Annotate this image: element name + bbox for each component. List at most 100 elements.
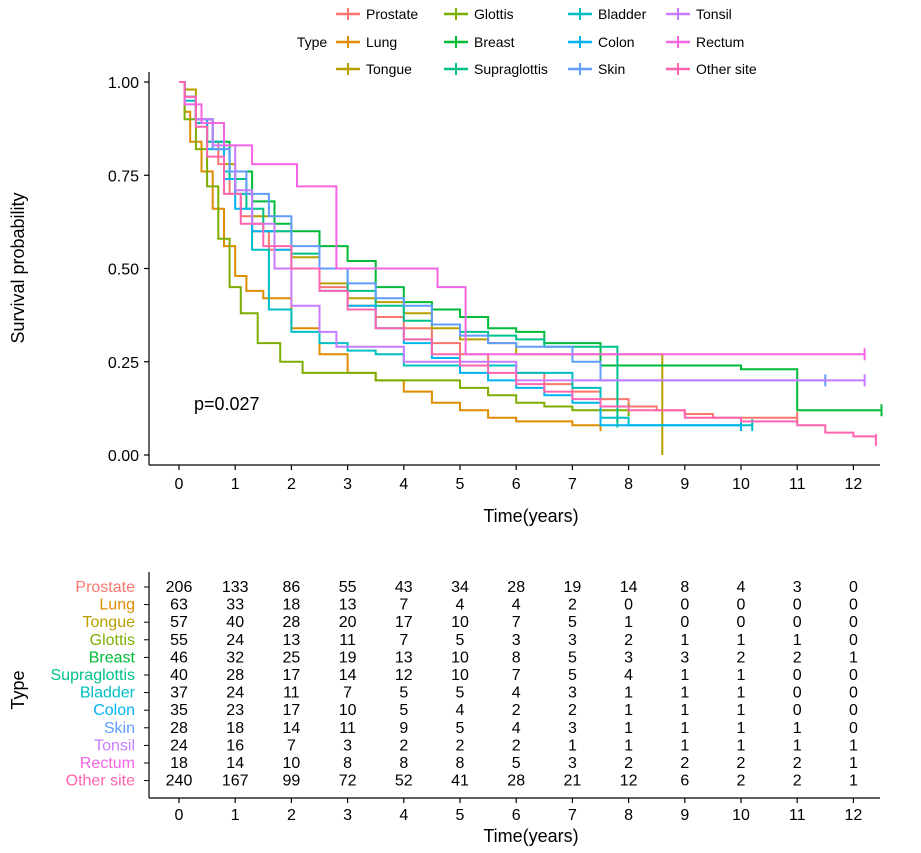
risk-count: 2 bbox=[456, 737, 465, 754]
risk-count: 17 bbox=[395, 614, 413, 631]
risk-x-tick-label: 12 bbox=[845, 807, 863, 824]
risk-count: 8 bbox=[680, 579, 689, 596]
risk-x-tick-label: 10 bbox=[732, 807, 750, 824]
risk-count: 17 bbox=[283, 667, 301, 684]
risk-count: 1 bbox=[793, 720, 802, 737]
risk-row-label: Skin bbox=[104, 720, 135, 737]
risk-x-tick-label: 0 bbox=[175, 807, 184, 824]
risk-count: 12 bbox=[620, 773, 638, 790]
risk-count: 2 bbox=[568, 702, 577, 719]
risk-row-label: Supraglottis bbox=[51, 667, 136, 684]
risk-count: 0 bbox=[849, 614, 858, 631]
x-tick-label: 11 bbox=[789, 476, 806, 493]
risk-count: 0 bbox=[737, 597, 746, 614]
risk-count: 99 bbox=[283, 773, 301, 790]
legend-entry-label: Breast bbox=[474, 34, 515, 50]
x-tick-label: 7 bbox=[568, 476, 577, 493]
risk-count: 20 bbox=[339, 614, 357, 631]
risk-count: 8 bbox=[456, 755, 465, 772]
risk-count: 14 bbox=[226, 755, 244, 772]
risk-count: 33 bbox=[226, 597, 244, 614]
y-tick-label: 0.25 bbox=[108, 355, 139, 372]
x-tick-label: 9 bbox=[680, 476, 689, 493]
legend-entry-label: Supraglottis bbox=[474, 61, 548, 77]
risk-count: 5 bbox=[568, 614, 577, 631]
risk-count: 86 bbox=[283, 579, 301, 596]
legend-entry-label: Tonsil bbox=[696, 6, 732, 22]
risk-count: 11 bbox=[339, 632, 356, 649]
legend-entry-label: Prostate bbox=[366, 6, 418, 22]
risk-count: 14 bbox=[620, 579, 638, 596]
risk-count: 7 bbox=[399, 632, 408, 649]
risk-count: 32 bbox=[226, 649, 244, 666]
risk-count: 4 bbox=[512, 720, 521, 737]
risk-x-tick-label: 11 bbox=[789, 807, 806, 824]
risk-x-tick-label: 4 bbox=[399, 807, 408, 824]
risk-count: 0 bbox=[849, 597, 858, 614]
risk-count: 0 bbox=[793, 667, 802, 684]
risk-count: 10 bbox=[283, 755, 301, 772]
risk-count: 0 bbox=[849, 632, 858, 649]
survival-curve bbox=[179, 81, 865, 382]
y-tick-label: 1.00 bbox=[108, 75, 139, 92]
risk-count: 0 bbox=[793, 685, 802, 702]
risk-x-tick-label: 9 bbox=[680, 807, 689, 824]
risk-count: 28 bbox=[226, 667, 244, 684]
legend-entry-label: Lung bbox=[366, 34, 397, 50]
risk-count: 1 bbox=[849, 737, 858, 754]
x-tick-label: 12 bbox=[845, 476, 863, 493]
risk-count: 23 bbox=[226, 702, 244, 719]
survival-curve bbox=[179, 81, 741, 427]
risk-count: 21 bbox=[564, 773, 582, 790]
risk-count: 34 bbox=[451, 579, 469, 596]
risk-count: 3 bbox=[568, 720, 577, 737]
risk-count: 18 bbox=[226, 720, 244, 737]
risk-row-label: Prostate bbox=[75, 579, 135, 596]
risk-count: 28 bbox=[507, 773, 525, 790]
risk-count: 1 bbox=[624, 614, 633, 631]
legend-entry-label: Skin bbox=[598, 61, 625, 77]
risk-count: 24 bbox=[226, 632, 244, 649]
legend-title: Type bbox=[297, 34, 328, 50]
risk-count: 7 bbox=[399, 597, 408, 614]
risk-count: 5 bbox=[399, 685, 408, 702]
risk-count: 240 bbox=[166, 773, 193, 790]
risk-count: 1 bbox=[737, 737, 746, 754]
risk-x-tick-label: 7 bbox=[568, 807, 577, 824]
survival-curve bbox=[179, 81, 629, 412]
risk-count: 167 bbox=[222, 773, 249, 790]
risk-count: 40 bbox=[226, 614, 244, 631]
risk-row-label: Tongue bbox=[83, 614, 136, 631]
risk-count: 55 bbox=[339, 579, 357, 596]
risk-count: 0 bbox=[680, 597, 689, 614]
risk-count: 0 bbox=[849, 579, 858, 596]
risk-count: 10 bbox=[451, 667, 469, 684]
survival-curve bbox=[179, 81, 619, 422]
risk-count: 3 bbox=[343, 737, 352, 754]
risk-count: 17 bbox=[283, 702, 301, 719]
risk-count: 1 bbox=[624, 720, 633, 737]
y-axis-title: Survival probability bbox=[8, 192, 28, 343]
risk-count: 4 bbox=[624, 667, 633, 684]
risk-count: 3 bbox=[793, 579, 802, 596]
risk-row-label: Colon bbox=[93, 702, 135, 719]
risk-count: 1 bbox=[737, 702, 746, 719]
risk-count: 11 bbox=[339, 720, 356, 737]
risk-count: 1 bbox=[680, 737, 689, 754]
risk-count: 41 bbox=[451, 773, 469, 790]
risk-count: 8 bbox=[512, 649, 521, 666]
risk-x-tick-label: 6 bbox=[512, 807, 521, 824]
risk-count: 9 bbox=[399, 720, 408, 737]
risk-count: 1 bbox=[737, 685, 746, 702]
risk-count: 2 bbox=[624, 632, 633, 649]
x-tick-label: 6 bbox=[512, 476, 521, 493]
risk-count: 1 bbox=[737, 667, 746, 684]
risk-count: 18 bbox=[283, 597, 301, 614]
risk-count: 18 bbox=[170, 755, 188, 772]
risk-table-x-title: Time(years) bbox=[483, 826, 578, 846]
risk-count: 4 bbox=[456, 597, 465, 614]
risk-count: 63 bbox=[170, 597, 188, 614]
risk-count: 1 bbox=[849, 649, 858, 666]
